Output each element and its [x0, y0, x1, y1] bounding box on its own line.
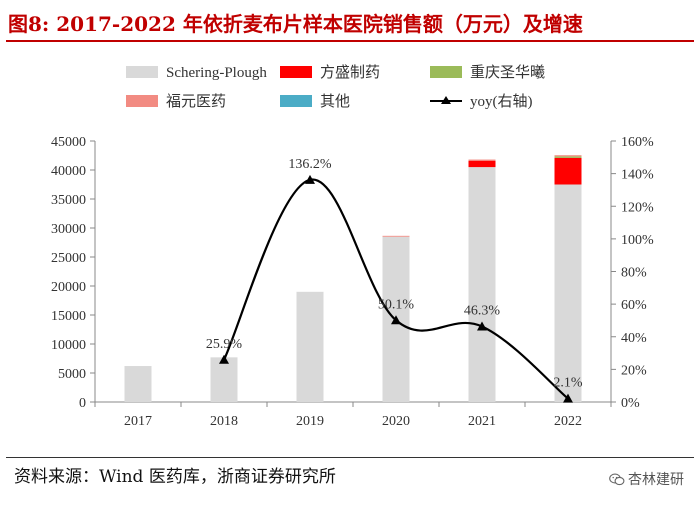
- bar-2017-0: [124, 366, 152, 402]
- yoy-data-label-2021: 46.3%: [464, 303, 501, 318]
- bar-2018-0: [210, 357, 238, 402]
- yoy-data-label-2020: 50.1%: [378, 297, 415, 312]
- x-tick-label: 2022: [554, 414, 582, 429]
- title-underline: [6, 40, 694, 42]
- y-left-tick-label: 20000: [51, 280, 86, 295]
- y-right-tick-label: 20%: [621, 363, 647, 378]
- y-left-tick-label: 15000: [51, 309, 86, 324]
- wechat-icon: [609, 473, 625, 486]
- legend-swatch-1: [280, 66, 312, 78]
- y-left-tick-label: 30000: [51, 222, 86, 237]
- chart-area: Schering-Plough 方盛制药 重庆圣华曦福元医药 其他 yoy(右轴) 0 50…: [0, 44, 700, 458]
- bar-2022-0: [554, 184, 582, 402]
- bar-2019-0: [296, 291, 324, 402]
- yoy-marker-2022: [563, 393, 573, 403]
- source-divider: [6, 457, 694, 458]
- bar-2021-0: [468, 167, 496, 402]
- x-tick-label: 2020: [382, 414, 410, 429]
- y-left-tick-label: 10000: [51, 338, 86, 353]
- x-tick-label: 2018: [210, 414, 238, 429]
- y-right-tick-label: 0%: [621, 396, 640, 411]
- y-left-tick-label: 25000: [51, 251, 86, 266]
- legend-swatch-4: [280, 95, 312, 107]
- y-right-tick-label: 120%: [621, 200, 654, 215]
- y-left-tick-label: 40000: [51, 164, 86, 179]
- yoy-marker-2021: [477, 321, 487, 331]
- y-left-tick-label: 5000: [58, 367, 86, 382]
- legend-label-yoy: yoy(右轴): [470, 93, 533, 110]
- watermark: 杏林建研: [609, 469, 684, 489]
- y-right-tick-label: 60%: [621, 298, 647, 313]
- y-right-tick-label: 160%: [621, 135, 654, 150]
- legend-swatch-0: [126, 66, 158, 78]
- bar-2021-3: [468, 159, 496, 161]
- watermark-text: 杏林建研: [628, 472, 684, 488]
- yoy-marker-2019: [305, 174, 315, 184]
- figure-title: 图8: 2017-2022 年依折麦布片样本医院销售额（万元）及增速: [8, 12, 583, 36]
- x-tick-label: 2021: [468, 414, 496, 429]
- legend-swatch-2: [430, 66, 462, 78]
- y-right-tick-label: 80%: [621, 266, 647, 281]
- yoy-marker-2020: [391, 315, 401, 325]
- figure-header: 图8: 2017-2022 年依折麦布片样本医院销售额（万元）及增速: [0, 0, 700, 44]
- bar-2022-1: [554, 157, 582, 185]
- legend-swatch-3: [126, 95, 158, 107]
- yoy-data-label-2022: 2.1%: [553, 376, 583, 391]
- y-left-tick-label: 35000: [51, 193, 86, 208]
- yoy-line: [223, 178, 569, 400]
- x-tick-label: 2019: [296, 414, 324, 429]
- x-tick-label: 2017: [124, 414, 152, 429]
- y-right-tick-label: 100%: [621, 233, 654, 248]
- legend-triangle-marker: [441, 96, 451, 104]
- bar-2020-3: [382, 235, 410, 237]
- bar-2021-1: [468, 160, 496, 168]
- bar-2022-3: [554, 155, 582, 157]
- yoy-marker-2018: [219, 354, 229, 364]
- yoy-data-label-2019: 136.2%: [288, 157, 332, 172]
- y-left-tick-label: 0: [79, 396, 86, 411]
- legend-label-3: 福元医药: [166, 93, 226, 110]
- y-right-tick-label: 40%: [621, 331, 647, 346]
- legend-label-1: 方盛制药: [320, 64, 380, 81]
- y-left-tick-label: 45000: [51, 135, 86, 150]
- legend-label-0: Schering-Plough: [166, 65, 267, 81]
- source-note: 资料来源：Wind 医药库，浙商证券研究所: [14, 467, 336, 487]
- y-right-tick-label: 140%: [621, 168, 654, 183]
- bar-2022-2: [554, 156, 582, 158]
- legend-label-4: 其他: [320, 93, 350, 110]
- legend-label-2: 重庆圣华曦: [470, 64, 545, 81]
- yoy-data-label-2018: 25.9%: [206, 337, 243, 352]
